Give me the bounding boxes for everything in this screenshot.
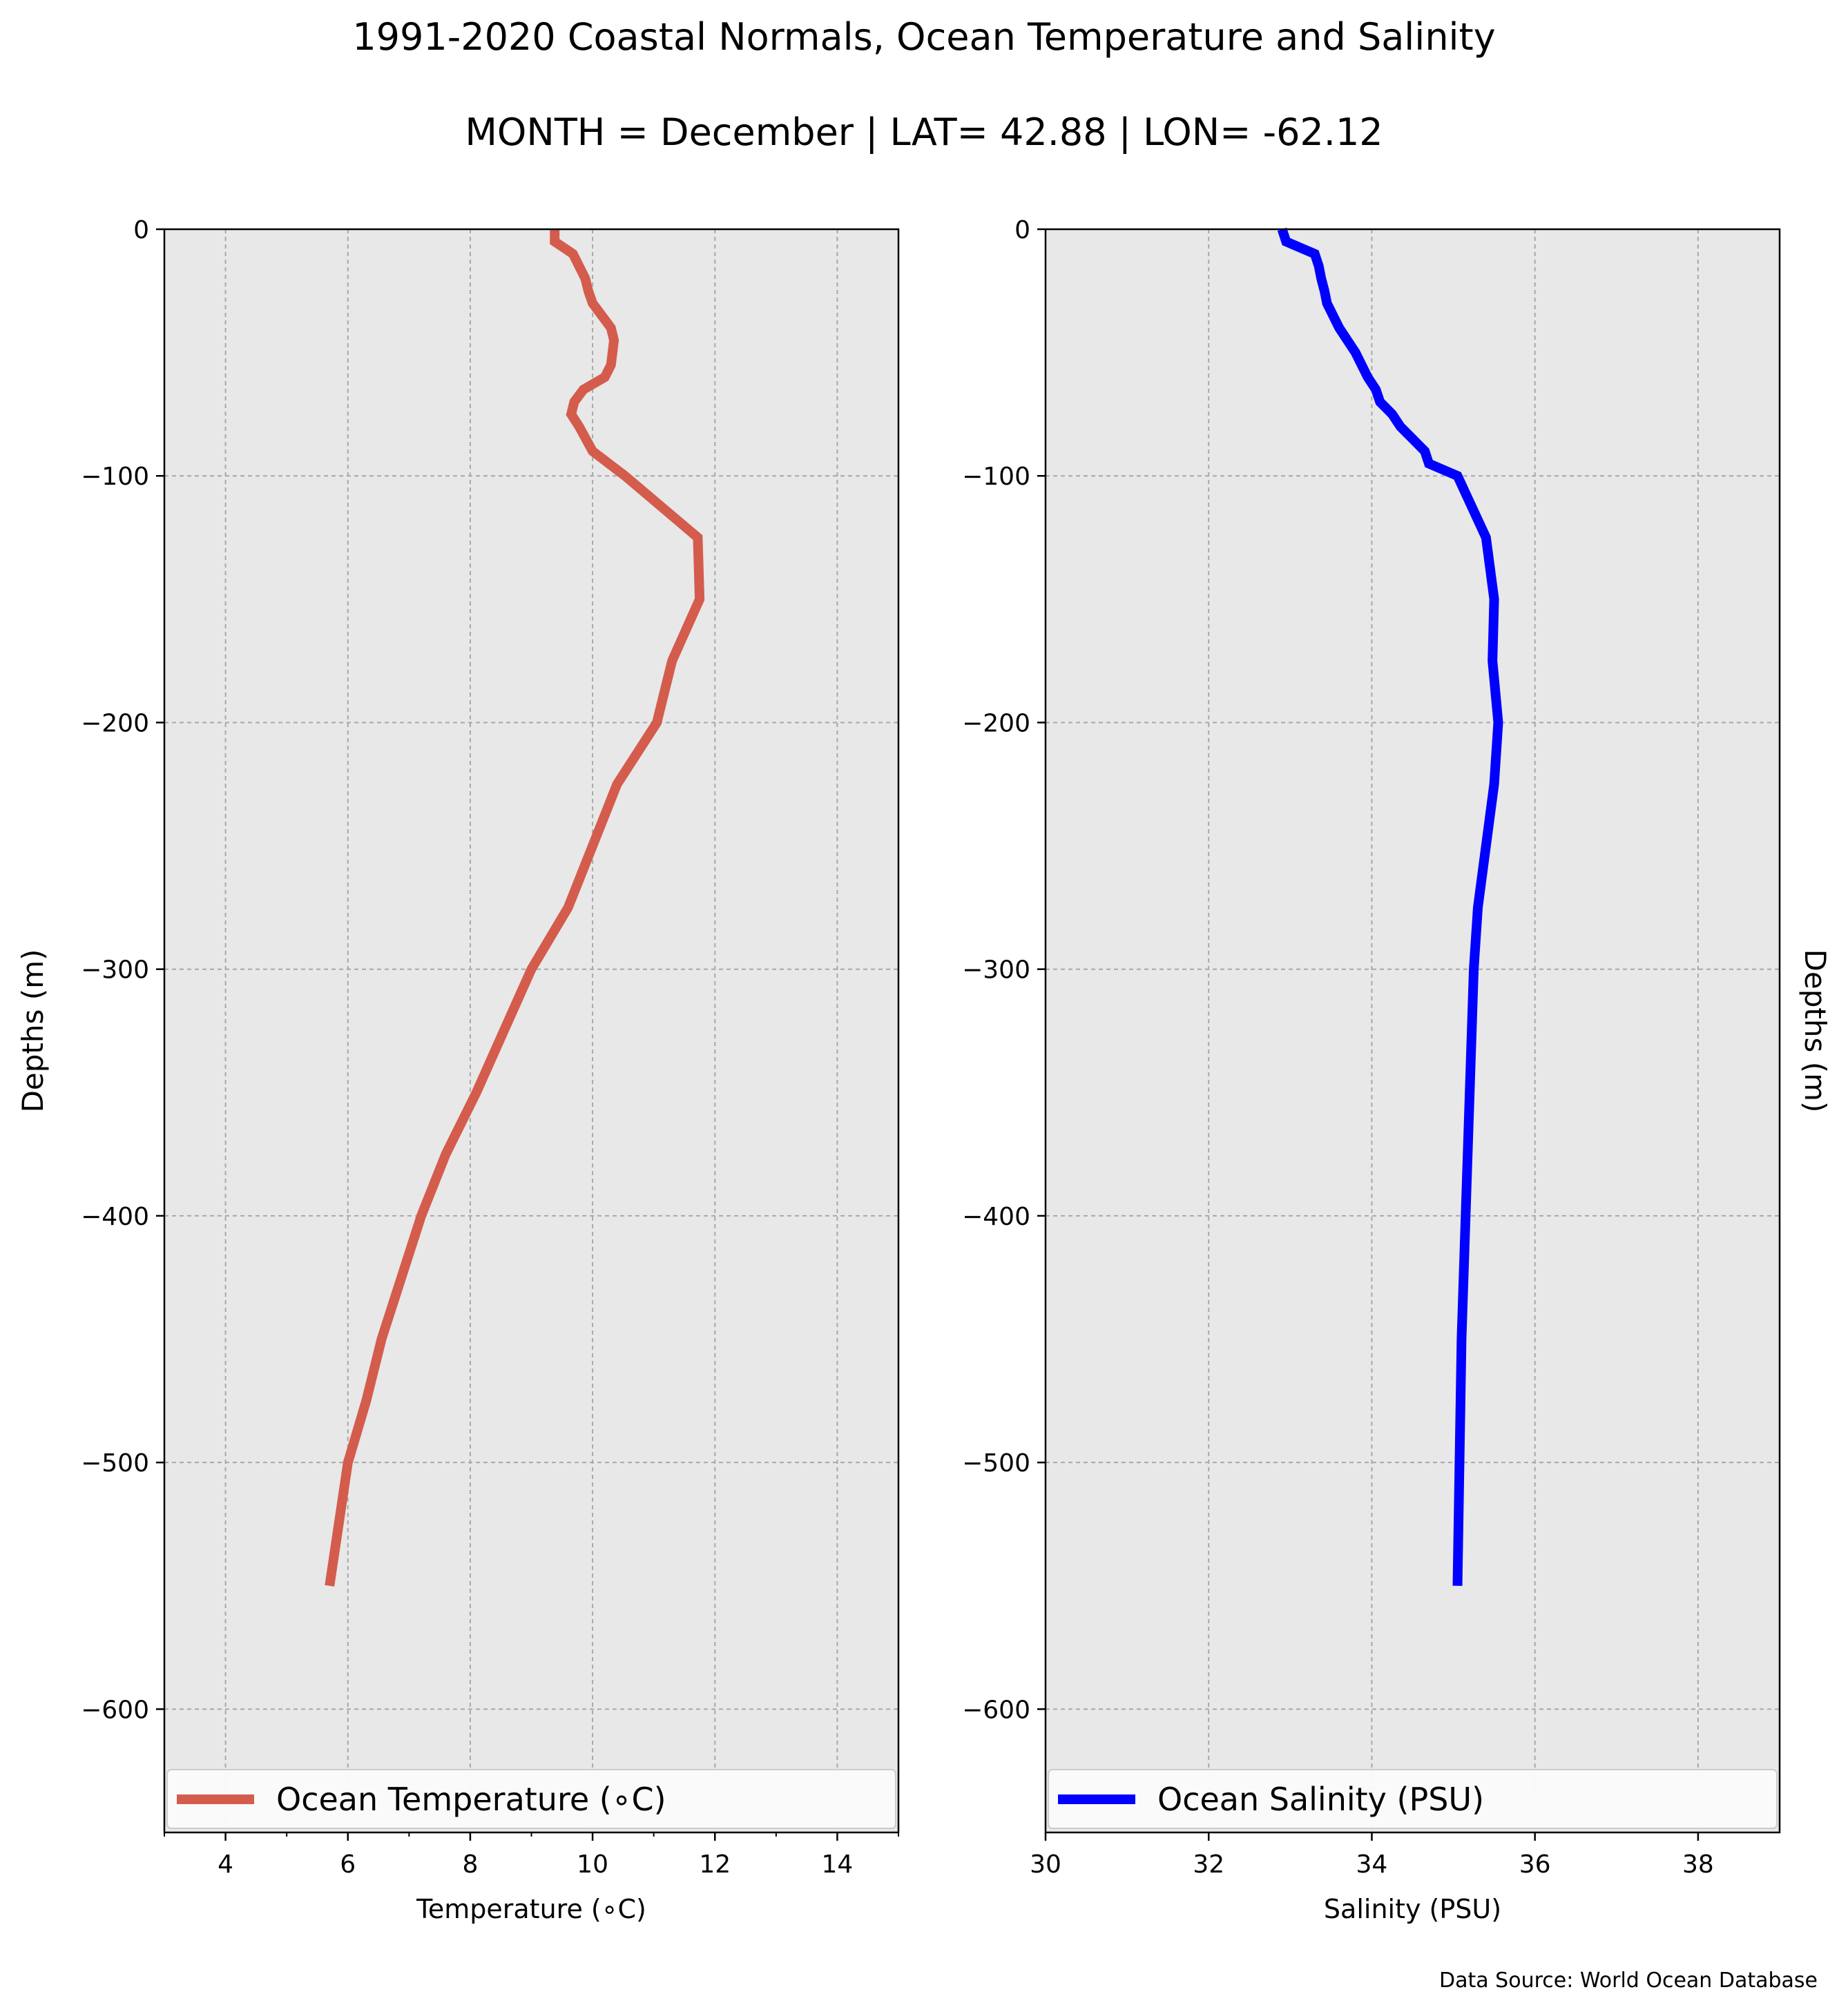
y-tick-label: −100 <box>81 463 149 491</box>
x-tick-label: 12 <box>699 1850 731 1879</box>
y-tick-label: 0 <box>133 216 149 244</box>
y-tick-label: −500 <box>81 1449 149 1478</box>
legend-box <box>1048 1769 1778 1829</box>
x-tick-label: 32 <box>1193 1850 1224 1879</box>
y-axis-label: Depths (m) <box>16 949 50 1113</box>
series-line <box>1277 227 1503 1586</box>
axes-frame <box>1044 228 1781 1834</box>
y-tick-label: −300 <box>81 956 149 985</box>
x-axis-label: Salinity (PSU) <box>1324 1894 1501 1924</box>
legend-box <box>166 1769 896 1829</box>
plot-area <box>1046 229 1780 1832</box>
plot-area <box>164 229 898 1832</box>
y-tick-label: −600 <box>81 1696 149 1724</box>
salinity-panel: Ocean Salinity (PSU) 30 32 34 36 38 0 −100 −200 −… <box>962 216 1832 1924</box>
y-tick-label: −400 <box>81 1203 149 1231</box>
y-tick-label: −500 <box>962 1449 1030 1478</box>
x-tick-label: 8 <box>462 1850 478 1879</box>
y-tick-label: −200 <box>962 709 1030 737</box>
y-tick-label: −400 <box>962 1203 1030 1231</box>
y-tick-label: 0 <box>1014 216 1030 244</box>
legend-label: Ocean Temperature (∘C) <box>276 1781 666 1818</box>
x-tick-label: 4 <box>218 1850 233 1879</box>
chart-subtitle: MONTH = December | LAT= 42.88 | LON= -62… <box>465 110 1383 154</box>
y-tick-label: −600 <box>962 1696 1030 1724</box>
x-tick-label: 34 <box>1356 1850 1388 1879</box>
x-tick-label: 36 <box>1519 1850 1551 1879</box>
temperature-panel: Ocean Temperature (∘C) 4 6 8 10 12 14 0 −100 −200… <box>16 216 900 1924</box>
series-line <box>325 229 705 1587</box>
data-source-note: Data Source: World Ocean Database <box>1439 1968 1818 1993</box>
y-tick-label: −100 <box>962 463 1030 491</box>
y-tick-label: −200 <box>81 709 149 737</box>
x-tick-label: 14 <box>822 1850 854 1879</box>
x-tick-label: 38 <box>1682 1850 1714 1879</box>
legend-label: Ocean Salinity (PSU) <box>1157 1781 1484 1818</box>
y-tick-label: −300 <box>962 956 1030 985</box>
x-tick-label: 10 <box>577 1850 608 1879</box>
chart-title: 1991-2020 Coastal Normals, Ocean Tempera… <box>352 15 1495 59</box>
x-tick-label: 30 <box>1030 1850 1061 1879</box>
y-axis-label: Depths (m) <box>1798 949 1832 1113</box>
x-tick-label: 6 <box>340 1850 356 1879</box>
x-axis-label: Temperature (∘C) <box>416 1894 646 1924</box>
